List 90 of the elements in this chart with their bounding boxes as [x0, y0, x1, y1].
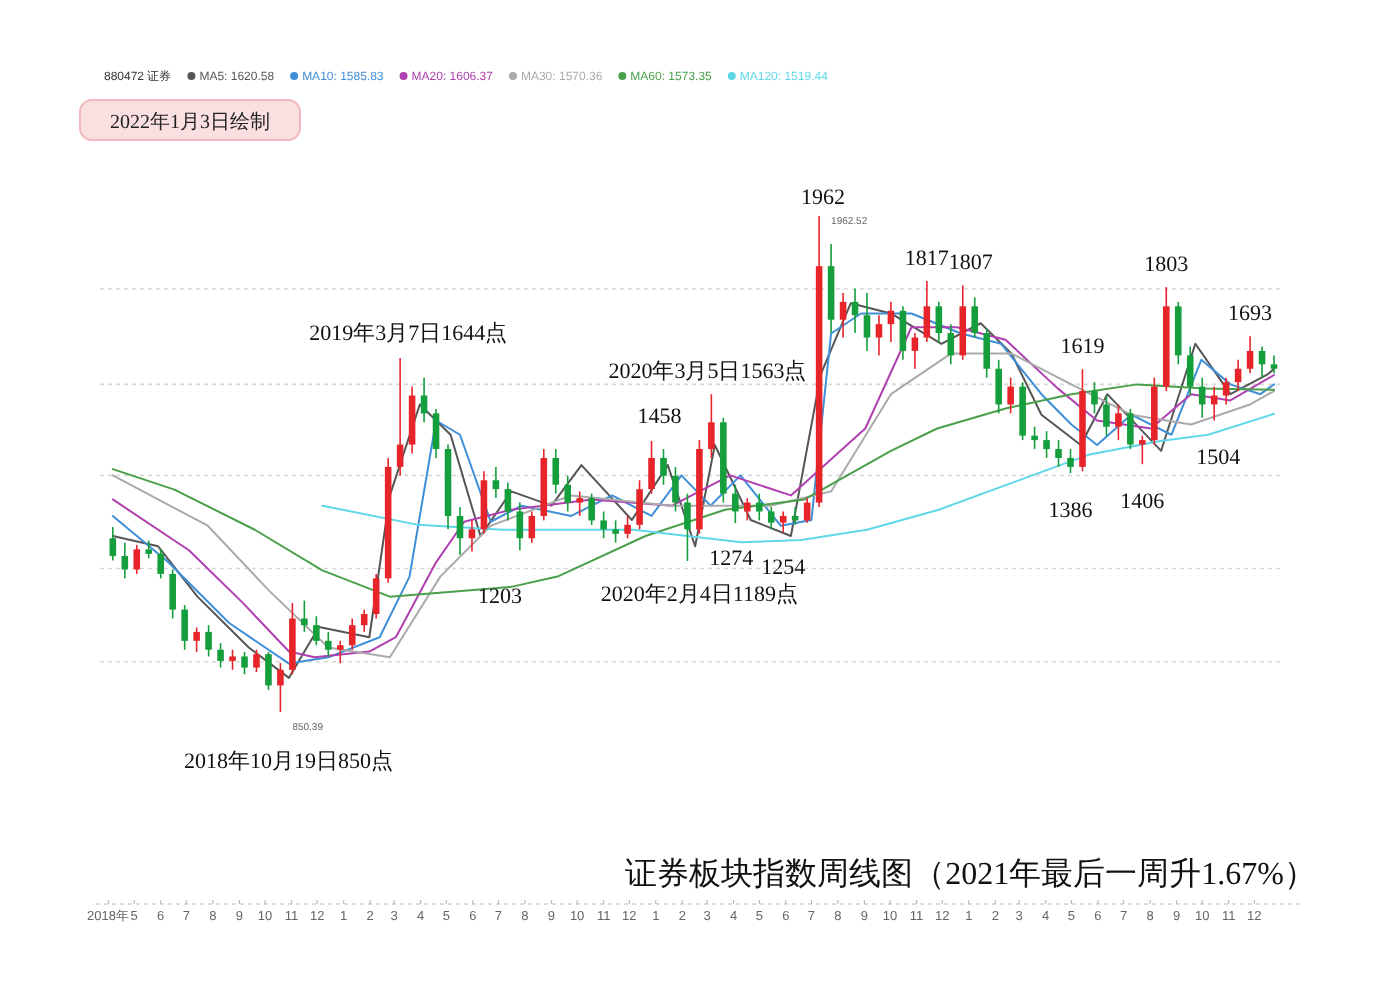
candlestick [660, 448, 667, 486]
candlestick [971, 296, 979, 339]
candlestick [1067, 448, 1074, 474]
candlestick [145, 539, 153, 560]
annotation: 1962 [801, 186, 846, 210]
candlestick [755, 492, 763, 522]
candlestick [1091, 381, 1098, 415]
candlestick [456, 506, 464, 556]
candlestick [205, 624, 212, 658]
text: 2022年1月3日绘制 [110, 110, 270, 134]
candlestick [779, 510, 787, 533]
candlestick [1270, 354, 1278, 375]
candlestick [277, 662, 284, 713]
candlestick [1246, 335, 1254, 375]
candlestick [253, 648, 260, 673]
candlestick [1222, 376, 1230, 406]
candlestick [624, 515, 631, 540]
text: 证券板块指数周线图（2021年最后一周升1.67%） [625, 856, 1316, 892]
candlestick [612, 519, 619, 544]
candlestick [193, 626, 200, 653]
annotation: 2020年3月5日1563点 [608, 358, 807, 385]
candlestick [432, 408, 440, 459]
candlestick [935, 301, 943, 343]
candlestick [229, 648, 236, 671]
candlestick [1007, 376, 1014, 415]
annotation: 2019年3月7日1644点 [309, 320, 508, 347]
annotation: 1619 [1060, 335, 1106, 360]
annotation: 1406 [1120, 490, 1166, 515]
candlestick [301, 599, 308, 633]
annotation: 1274 [709, 547, 755, 572]
candlestick [744, 497, 751, 522]
candlestick [504, 481, 512, 522]
candlestick [217, 642, 224, 669]
candlestick [181, 604, 188, 651]
candlestick [133, 544, 141, 575]
candlestick [564, 475, 572, 513]
candlestick [983, 327, 990, 379]
candlestick [1043, 430, 1050, 459]
candlestick [636, 479, 643, 531]
candlestick [875, 314, 883, 357]
candlestick [923, 280, 931, 343]
candlestick [169, 568, 176, 620]
candlestick [157, 548, 164, 580]
annotation: 1803 [1144, 253, 1190, 278]
annotation: 1693 [1228, 302, 1274, 327]
candlestick [648, 440, 655, 495]
candlestick [708, 393, 715, 459]
candlestick [1103, 394, 1110, 437]
candlestick [588, 492, 595, 526]
candlestick [863, 292, 871, 352]
annotation: 1386 [1048, 499, 1094, 524]
candlestick [947, 323, 955, 366]
candlestick [899, 305, 907, 361]
candlestick [336, 640, 344, 664]
candlestick [1139, 434, 1146, 465]
candlestick [265, 651, 272, 691]
candlestick [516, 501, 524, 552]
candlestick [995, 359, 1002, 415]
candlestick [325, 631, 332, 658]
candlestick [528, 510, 536, 544]
candlestick [109, 526, 117, 562]
candlestick [684, 492, 691, 562]
annotation: 1458 [637, 405, 683, 430]
candlestick [492, 466, 500, 499]
annotation: 2020年2月4日1189点 [600, 580, 799, 607]
annotation: 1504 [1196, 446, 1242, 471]
candlestick [1055, 439, 1062, 468]
annotation: 1203 [477, 584, 523, 609]
candlestick [767, 506, 775, 531]
candlestick [1186, 345, 1194, 397]
candlestick [1115, 403, 1122, 441]
candlestick [552, 448, 560, 495]
candlestick [396, 357, 404, 477]
candlestick [313, 615, 320, 647]
candlestick [576, 490, 583, 517]
candlestick [468, 519, 476, 553]
candlestick [241, 651, 248, 676]
candlestick [600, 510, 607, 540]
candlestick [348, 617, 356, 651]
annotation: 1807 [948, 251, 994, 276]
annotation: 1817 [904, 246, 950, 271]
candlestick [372, 573, 380, 620]
annotation: 2018年10月19日850点 [183, 748, 393, 774]
candlestick [1031, 425, 1038, 450]
candlestick [839, 292, 847, 339]
candlestick [732, 483, 739, 524]
candlestick [360, 608, 368, 633]
candlestick [1127, 408, 1134, 450]
annotation: 1254 [761, 555, 807, 580]
candlestick [672, 466, 679, 513]
